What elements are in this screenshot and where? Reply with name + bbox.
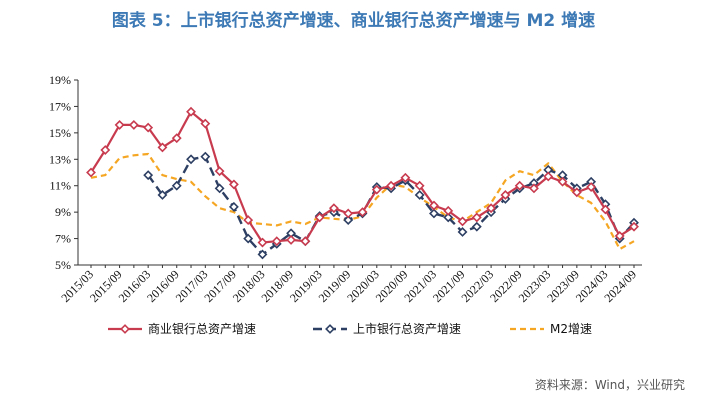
data-point-marker [86, 167, 96, 178]
data-point-marker [228, 201, 239, 212]
data-point-marker [328, 203, 339, 214]
y-tick-label: 13% [49, 152, 71, 166]
data-point-marker [600, 204, 611, 215]
y-tick-label: 11% [49, 179, 71, 193]
data-point-marker [371, 184, 382, 195]
data-point-marker [471, 221, 482, 232]
data-point-marker [514, 180, 525, 191]
legend-item-1: 上市银行总资产增速 [313, 321, 461, 336]
chart-axes [77, 80, 642, 266]
y-tick-label: 9% [55, 205, 71, 219]
series-2 [90, 152, 635, 251]
legend-item-0: 商业银行总资产增速 [108, 321, 256, 336]
data-point-marker [314, 212, 325, 223]
data-point-marker [614, 230, 625, 241]
data-point-marker [529, 183, 539, 194]
data-point-marker [414, 190, 425, 200]
data-point-marker [157, 190, 168, 200]
legend-label: M2增速 [550, 322, 592, 336]
data-point-marker [486, 203, 497, 214]
data-point-marker [543, 171, 554, 182]
data-point-marker [429, 200, 439, 211]
data-point-marker [143, 170, 154, 181]
data-point-marker [128, 119, 139, 130]
x-axis-ticks: 2015/032015/092016/032016/092017/032017/… [58, 265, 639, 305]
source-note: 资料来源：Wind，兴业研究 [534, 378, 685, 392]
data-point-marker [571, 187, 582, 198]
data-point-marker [457, 216, 468, 227]
legend-item-2: M2增速 [510, 322, 592, 336]
y-tick-label: 15% [49, 126, 71, 140]
legend-label: 上市银行总资产增速 [353, 321, 461, 336]
data-point-marker [500, 190, 511, 200]
series-0 [86, 106, 639, 248]
data-point-marker [386, 180, 397, 191]
data-point-marker [443, 212, 454, 223]
data-point-marker [243, 215, 254, 226]
data-point-marker [214, 183, 225, 194]
data-point-marker [471, 212, 482, 223]
data-point-marker [343, 215, 354, 226]
data-point-marker [143, 122, 154, 133]
data-point-marker [457, 227, 468, 237]
data-point-marker [357, 207, 368, 218]
data-point-marker [171, 133, 182, 144]
y-tick-label: 17% [49, 99, 71, 113]
y-tick-label: 7% [55, 232, 71, 246]
chart-legend: 商业银行总资产增速 上市银行总资产增速 M2增速 [108, 321, 592, 336]
data-point-marker [100, 145, 111, 155]
data-point-marker [400, 172, 411, 183]
data-point-marker [214, 166, 225, 177]
data-point-marker [343, 208, 354, 219]
y-tick-label: 19% [49, 73, 71, 87]
data-point-marker [186, 106, 196, 117]
y-axis-ticks: 5% 7% 9% 11% 13% 15% 17% 19% [49, 73, 78, 272]
data-point-marker [443, 205, 454, 216]
data-point-marker [429, 208, 439, 219]
data-point-marker [200, 118, 211, 129]
data-point-marker [200, 151, 211, 162]
data-point-marker [157, 142, 168, 153]
series-line [90, 152, 635, 251]
data-point-marker [271, 236, 282, 247]
x-tick-label: 2024/09 [601, 267, 639, 305]
data-point-marker [228, 179, 239, 190]
legend-marker [120, 324, 130, 334]
figure-title: 图表 5：上市银行总资产增速、商业银行总资产增速与 M2 增速 [111, 11, 596, 31]
data-point-marker [257, 237, 268, 248]
data-point-marker [243, 233, 254, 244]
y-tick-label: 5% [55, 258, 71, 272]
data-point-marker [557, 176, 568, 187]
data-point-marker [414, 180, 425, 191]
data-point-marker [286, 234, 296, 245]
data-point-marker [629, 221, 639, 232]
data-point-marker [586, 182, 597, 192]
legend-label: 商业银行总资产增速 [148, 321, 256, 336]
series-layer [86, 106, 639, 260]
data-point-marker [114, 119, 125, 130]
data-point-marker [257, 249, 268, 260]
data-point-marker [186, 154, 196, 165]
data-point-marker [300, 236, 311, 247]
data-point-marker [171, 180, 182, 191]
legend-marker [325, 324, 335, 334]
